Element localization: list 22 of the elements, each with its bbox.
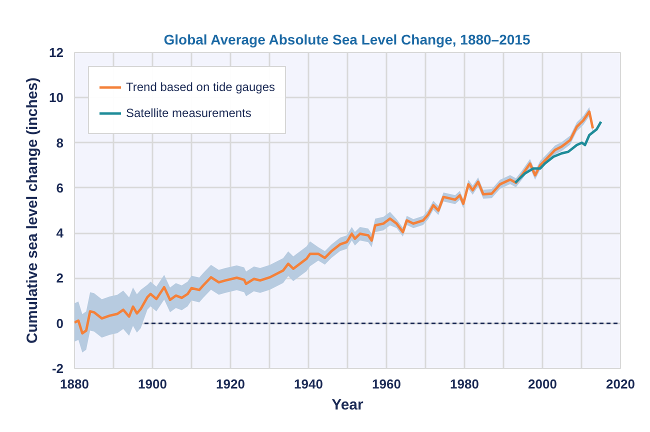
y-tick-label: 8 — [56, 135, 64, 150]
y-tick-label: 4 — [56, 226, 64, 241]
x-tick-label: 1960 — [372, 376, 401, 392]
x-tick-label: 1880 — [60, 376, 89, 392]
legend-label: Satellite measurements — [126, 106, 252, 120]
y-tick-label: 2 — [56, 270, 64, 286]
x-tick-label: 2000 — [528, 376, 557, 392]
y-tick-label: -2 — [52, 361, 64, 376]
y-tick-label: 0 — [56, 316, 64, 331]
legend-label: Trend based on tide gauges — [126, 80, 275, 94]
line-series — [514, 120, 602, 184]
x-tick-label: 1940 — [294, 376, 323, 392]
x-tick-label: 1920 — [216, 376, 245, 392]
chart-title: Global Average Absolute Sea Level Change, 1880–2015 — [164, 32, 530, 48]
y-tick-label: 6 — [56, 180, 64, 196]
x-axis-title: Year — [332, 396, 364, 414]
y-axis-title: Cumulative sea level change (inches) — [24, 78, 42, 344]
x-tick-label: 2020 — [606, 376, 635, 392]
y-tick-label: 12 — [49, 45, 64, 60]
x-tick-label: 1980 — [450, 376, 479, 392]
y-tick-label: 10 — [49, 90, 64, 106]
x-tick-label: 1900 — [138, 376, 167, 392]
